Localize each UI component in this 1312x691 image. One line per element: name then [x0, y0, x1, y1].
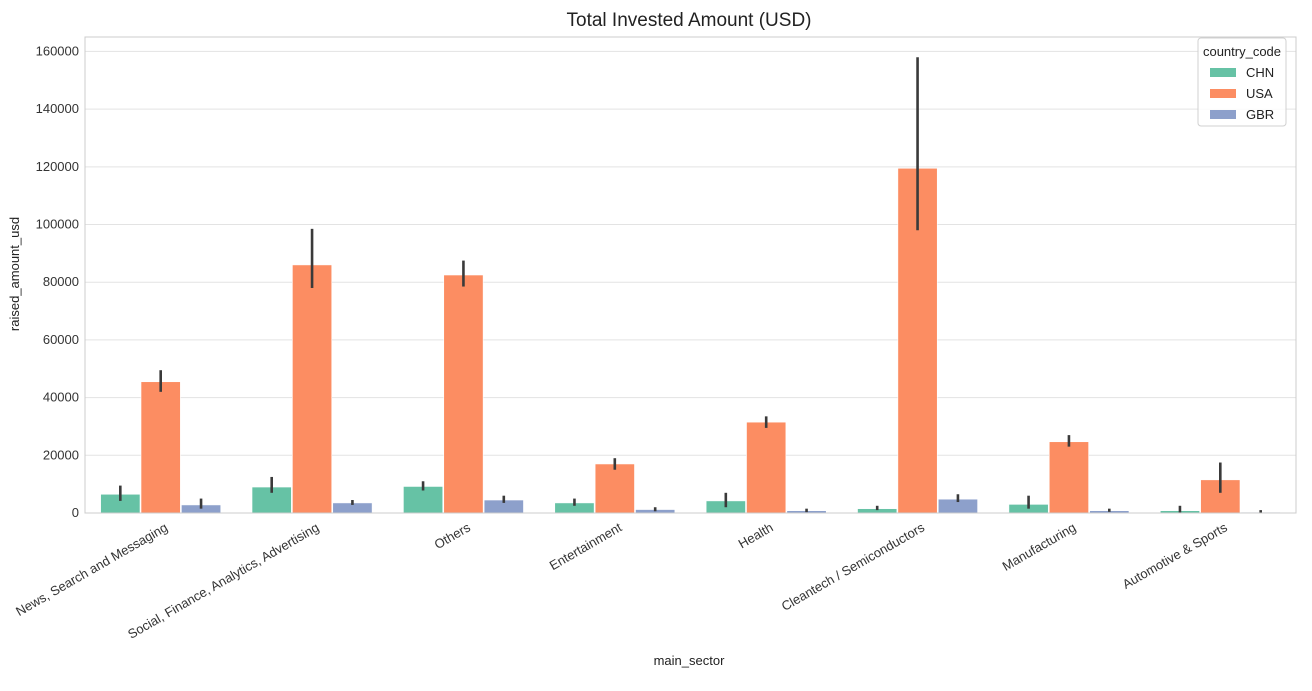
y-tick-label: 0 [72, 505, 79, 520]
y-tick-label: 80000 [43, 274, 79, 289]
y-axis-ticks: 0 20000 40000 60000 80000 100000 120000 140000 1… [36, 43, 79, 520]
x-tick-label: News, Search and Messaging [13, 520, 170, 619]
y-tick-label: 20000 [43, 447, 79, 462]
plot-frame [84, 36, 1297, 514]
y-tick-label: 60000 [43, 332, 79, 347]
bar [594, 463, 635, 514]
legend: country_code CHN USA GBR [1197, 37, 1287, 127]
bar [746, 421, 787, 514]
y-tick-label: 160000 [36, 43, 79, 58]
x-tick-label: Health [736, 520, 776, 552]
bars [100, 167, 1281, 514]
legend-label: USA [1246, 86, 1273, 101]
legend-swatch [1210, 110, 1236, 119]
chart-title: Total Invested Amount (USD) [567, 10, 812, 31]
x-tick-label: Entertainment [547, 519, 625, 573]
legend-title: country_code [1203, 44, 1281, 59]
y-axis-title: raised_amount_usd [7, 217, 22, 331]
x-tick-label: Cleantech / Semiconductors [779, 519, 928, 614]
legend-label: GBR [1246, 107, 1274, 122]
y-tick-label: 120000 [36, 159, 79, 174]
gridlines [85, 50, 1296, 514]
legend-swatch [1210, 89, 1236, 98]
legend-entries: CHN USA GBR [1210, 65, 1274, 122]
legend-label: CHN [1246, 65, 1274, 80]
legend-box [1197, 37, 1287, 127]
error-bars [119, 57, 1262, 513]
y-tick-label: 140000 [36, 101, 79, 116]
bar [443, 274, 484, 514]
bar [292, 264, 333, 514]
y-tick-label: 100000 [36, 217, 79, 232]
bar [1048, 441, 1089, 514]
x-tick-label: Automotive & Sports [1120, 519, 1231, 591]
legend-swatch [1210, 68, 1236, 77]
x-axis-title: main_sector [654, 653, 725, 668]
y-tick-label: 40000 [43, 390, 79, 405]
x-tick-label: Manufacturing [1000, 520, 1079, 574]
x-tick-label: Others [432, 519, 474, 552]
bar [140, 381, 181, 514]
